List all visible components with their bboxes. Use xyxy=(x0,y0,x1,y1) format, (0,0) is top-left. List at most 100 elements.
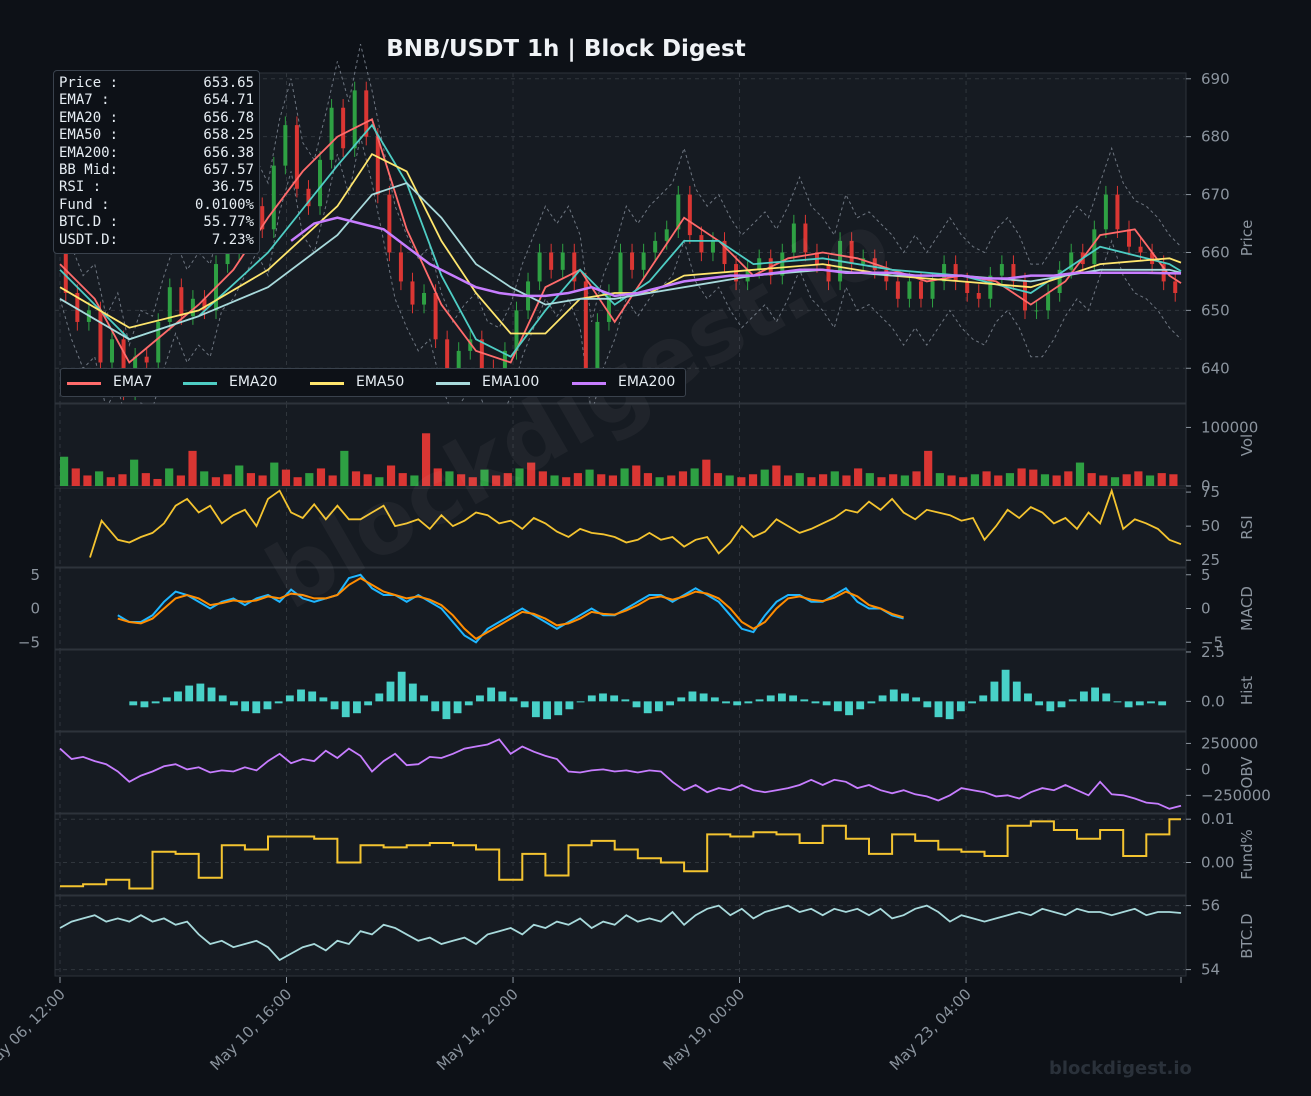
hist-bar xyxy=(1158,701,1167,706)
ytick-label-volume-1: 100000 xyxy=(1201,418,1258,436)
hist-bar xyxy=(800,699,809,702)
candle-body xyxy=(63,252,68,293)
candle-body xyxy=(260,206,265,230)
volume-bar xyxy=(807,477,816,486)
hist-bar xyxy=(565,701,574,710)
info-value: 55.77% xyxy=(203,214,254,231)
candle-body xyxy=(1150,252,1155,265)
panel-btcd: 54 56 BTC.D xyxy=(54,895,1256,979)
volume-bar xyxy=(258,475,267,486)
chart-title: BNB/USDT 1h | Block Digest xyxy=(386,36,746,62)
ytick-label-macd-2: 5 xyxy=(1201,566,1211,584)
hist-bar xyxy=(968,701,976,704)
series-macd xyxy=(117,573,904,644)
hist-bar xyxy=(353,701,361,714)
hist-bar xyxy=(1124,701,1133,708)
candle-body xyxy=(687,194,692,236)
hist-bar xyxy=(766,695,775,702)
volume-bar xyxy=(970,474,979,486)
volume-bar xyxy=(141,473,150,486)
legend-label: EMA200 xyxy=(618,374,676,390)
candle-body xyxy=(225,252,230,265)
hist-bar xyxy=(889,689,898,702)
hist-bar xyxy=(1079,691,1088,702)
series-btcd xyxy=(59,904,1182,962)
ylabel-price: Price xyxy=(1238,220,1256,257)
volume-bar xyxy=(1087,473,1096,486)
volume-bar xyxy=(924,450,933,486)
ytick-label-price-4: 680 xyxy=(1201,128,1230,146)
volume-bar xyxy=(340,450,349,486)
hist-bar xyxy=(476,695,484,702)
volume-bar xyxy=(130,459,139,486)
hist-bar xyxy=(789,695,798,702)
info-value: 656.78 xyxy=(203,109,254,126)
candle-body xyxy=(1173,281,1178,293)
volume-bar xyxy=(118,474,127,486)
volume-bar xyxy=(655,477,664,486)
hist-bar xyxy=(397,671,406,702)
hist-bar xyxy=(252,701,261,714)
volume-bar xyxy=(877,477,886,486)
ytick-label-hist-1: 2.5 xyxy=(1201,643,1225,661)
candle-body xyxy=(734,264,739,282)
info-value: 7.23% xyxy=(211,231,254,248)
info-key: USDT.D: xyxy=(59,231,119,248)
hist-bar xyxy=(185,685,194,702)
volume-bar xyxy=(363,474,372,486)
info-row: USDT.D: 7.23% xyxy=(59,232,254,249)
info-row: RSI : 36.75 xyxy=(59,179,254,196)
legend-label: EMA50 xyxy=(356,374,405,390)
ytick-label-macd-1: 0 xyxy=(1201,600,1211,618)
hist-bar xyxy=(341,701,350,718)
ytick-left-macd-2: 5 xyxy=(30,566,40,584)
volume-bar xyxy=(713,473,723,486)
ytick-label-price-2: 660 xyxy=(1201,243,1230,261)
hist-bar xyxy=(531,701,540,718)
candle-body xyxy=(676,194,681,230)
hist-bar xyxy=(207,687,216,702)
volume-bar xyxy=(900,475,909,486)
volume-bar xyxy=(819,474,828,486)
volume-bar xyxy=(889,474,898,486)
hist-bar xyxy=(297,689,305,702)
candle-body xyxy=(318,159,323,207)
bb-upper xyxy=(59,43,1182,347)
volume-bar xyxy=(550,475,559,486)
volume-bar xyxy=(153,478,162,486)
volume-bar xyxy=(632,465,641,486)
volume-bar xyxy=(702,459,711,486)
candle-body xyxy=(445,339,450,369)
volume-bar xyxy=(760,469,769,486)
volume-bar xyxy=(305,473,314,486)
hist-bar xyxy=(710,697,719,702)
info-key: EMA200: xyxy=(59,144,119,161)
volume-bar xyxy=(1099,475,1108,486)
volume-bar xyxy=(573,473,582,486)
hist-bar xyxy=(1113,701,1122,703)
volume-bar xyxy=(865,473,874,486)
info-box: Price :653.65 EMA7 :654.71 EMA20 :656.78 EM… xyxy=(53,70,260,254)
hist-bar xyxy=(912,697,921,702)
hist-bar xyxy=(755,699,764,702)
hist-bar xyxy=(1024,693,1032,702)
hist-bar xyxy=(867,701,876,704)
hist-bar xyxy=(431,701,440,712)
hist-bar xyxy=(464,701,473,706)
ytick-label-btcd-0: 54 xyxy=(1201,961,1220,979)
candle-body xyxy=(1069,252,1074,270)
candle-body xyxy=(549,252,554,270)
candle-body xyxy=(283,125,288,166)
hist-bar xyxy=(420,695,428,702)
hist-bar xyxy=(722,701,730,704)
hist-bar xyxy=(330,701,339,710)
candle-body xyxy=(791,223,796,253)
hist-bar xyxy=(778,693,786,702)
volume-bar xyxy=(270,462,279,486)
candle-body xyxy=(988,275,993,299)
hist-bar xyxy=(386,681,395,702)
hist-bar xyxy=(543,701,551,720)
panel-macd: −5 0 5 −5 0 5 MACD xyxy=(18,566,1256,652)
volume-bar xyxy=(445,471,454,486)
